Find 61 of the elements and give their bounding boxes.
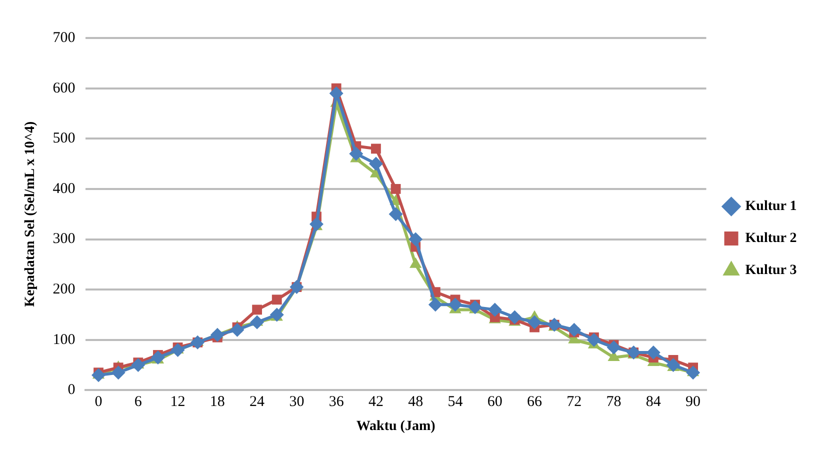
point	[448, 298, 462, 312]
point	[272, 294, 282, 305]
y-tick-label: 200	[52, 282, 76, 298]
point	[508, 310, 522, 324]
point	[626, 345, 641, 360]
point	[170, 342, 185, 357]
point	[250, 315, 264, 330]
x-tick-label: 72	[566, 394, 582, 410]
point	[270, 308, 284, 322]
point	[210, 328, 224, 342]
x-tick-label: 30	[289, 394, 304, 410]
x-tick-label: 18	[210, 394, 225, 410]
point	[310, 217, 324, 232]
x-tick-label: 90	[686, 394, 701, 410]
point	[468, 300, 482, 314]
point	[567, 322, 582, 337]
point	[150, 350, 165, 364]
point	[606, 340, 621, 354]
y-tick-label: 100	[52, 332, 76, 348]
point	[329, 86, 344, 100]
legend-label: Kultur 1	[745, 199, 797, 214]
point	[111, 366, 126, 380]
point	[586, 332, 601, 347]
x-tick-label: 24	[250, 394, 266, 410]
point	[390, 184, 401, 194]
y-tick-label: 300	[52, 231, 76, 248]
point	[230, 322, 244, 337]
point	[686, 366, 700, 380]
point	[428, 298, 442, 312]
legend-label: Kultur 3	[745, 263, 797, 278]
legend-label: Kultur 2	[745, 231, 797, 246]
y-tick-label: 700	[52, 30, 76, 46]
x-tick-label: 78	[606, 394, 622, 410]
x-tick-label: 54	[448, 394, 464, 410]
x-tick-label: 0	[94, 394, 102, 410]
y-axis-title: Kepadatan Sel (Sel/mL x 10^4)	[23, 121, 38, 307]
x-tick-label: 42	[368, 394, 384, 410]
point	[92, 368, 106, 382]
point	[371, 144, 381, 154]
point	[252, 304, 262, 315]
x-tick-label: 66	[527, 394, 543, 410]
y-tick-label: 0	[68, 382, 76, 398]
x-tick-label: 6	[134, 394, 142, 410]
x-tick-label: 60	[487, 394, 502, 410]
y-tick-label: 400	[52, 180, 76, 197]
point	[666, 358, 680, 372]
y-tick-label: 600	[52, 80, 76, 96]
point	[368, 156, 383, 171]
point	[528, 315, 542, 330]
x-tick-label: 12	[170, 394, 186, 410]
point	[646, 345, 660, 360]
point	[349, 146, 364, 161]
x-axis-title: Waktu (Jam)	[356, 419, 436, 434]
point	[408, 232, 423, 246]
x-tick-label: 48	[408, 394, 424, 410]
x-tick-label: 84	[646, 394, 662, 410]
point	[131, 358, 146, 372]
y-tick-label: 500	[52, 130, 76, 147]
x-tick-label: 36	[328, 394, 344, 410]
point	[488, 302, 502, 317]
point	[388, 207, 403, 222]
